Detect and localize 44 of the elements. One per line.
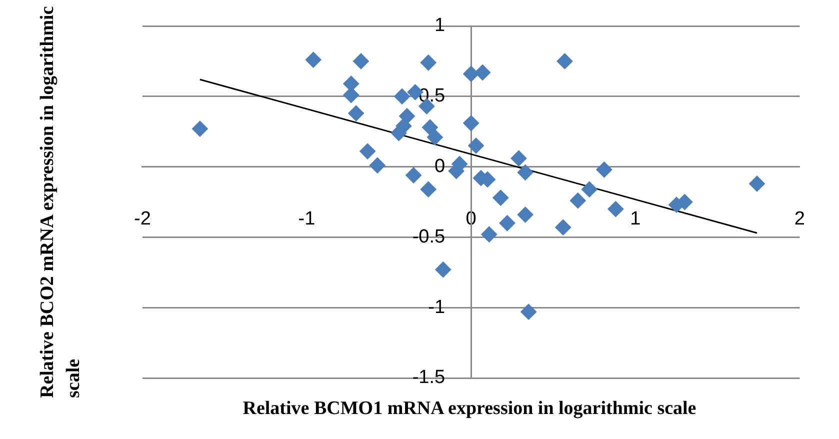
- point: [305, 52, 322, 68]
- point: [499, 215, 516, 232]
- point: [369, 157, 386, 174]
- point: [426, 129, 443, 146]
- point: [406, 167, 422, 184]
- y-axis-title: Relative BCO2 mRNA expression in logarithmic scale: [36, 5, 85, 398]
- point: [192, 120, 208, 137]
- y-tick-label: -1.5: [412, 367, 446, 388]
- x-tick-label: 1: [630, 208, 641, 230]
- point: [348, 105, 364, 122]
- point: [517, 206, 534, 223]
- point: [492, 190, 509, 206]
- point: [556, 53, 573, 70]
- point: [360, 143, 376, 160]
- point: [420, 54, 436, 71]
- point: [481, 226, 498, 242]
- point: [420, 181, 436, 198]
- point: [748, 176, 765, 192]
- point: [596, 162, 612, 178]
- x-tick-label: -2: [134, 208, 151, 230]
- y-tick-label: 1: [434, 15, 446, 36]
- point: [352, 53, 369, 70]
- point: [463, 115, 480, 132]
- point: [510, 150, 527, 166]
- x-axis-title: Relative BCMO1 mRNA expression in logarithmic scale: [242, 398, 698, 420]
- point: [422, 119, 438, 136]
- point: [570, 192, 586, 209]
- point: [468, 138, 484, 154]
- x-tick-label: 2: [794, 208, 806, 230]
- point: [435, 262, 452, 278]
- point: [520, 304, 537, 320]
- y-tick-label: -1: [428, 296, 446, 318]
- y-tick-label: 0: [434, 156, 446, 178]
- y-tick-label: -0.5: [412, 226, 446, 248]
- point: [517, 164, 534, 180]
- point: [399, 108, 415, 124]
- point: [394, 88, 410, 104]
- point: [390, 125, 407, 142]
- point: [463, 66, 480, 82]
- x-tick-label: -1: [298, 208, 316, 230]
- point: [555, 219, 572, 236]
- point: [608, 201, 624, 218]
- point: [581, 181, 598, 198]
- point: [474, 64, 491, 80]
